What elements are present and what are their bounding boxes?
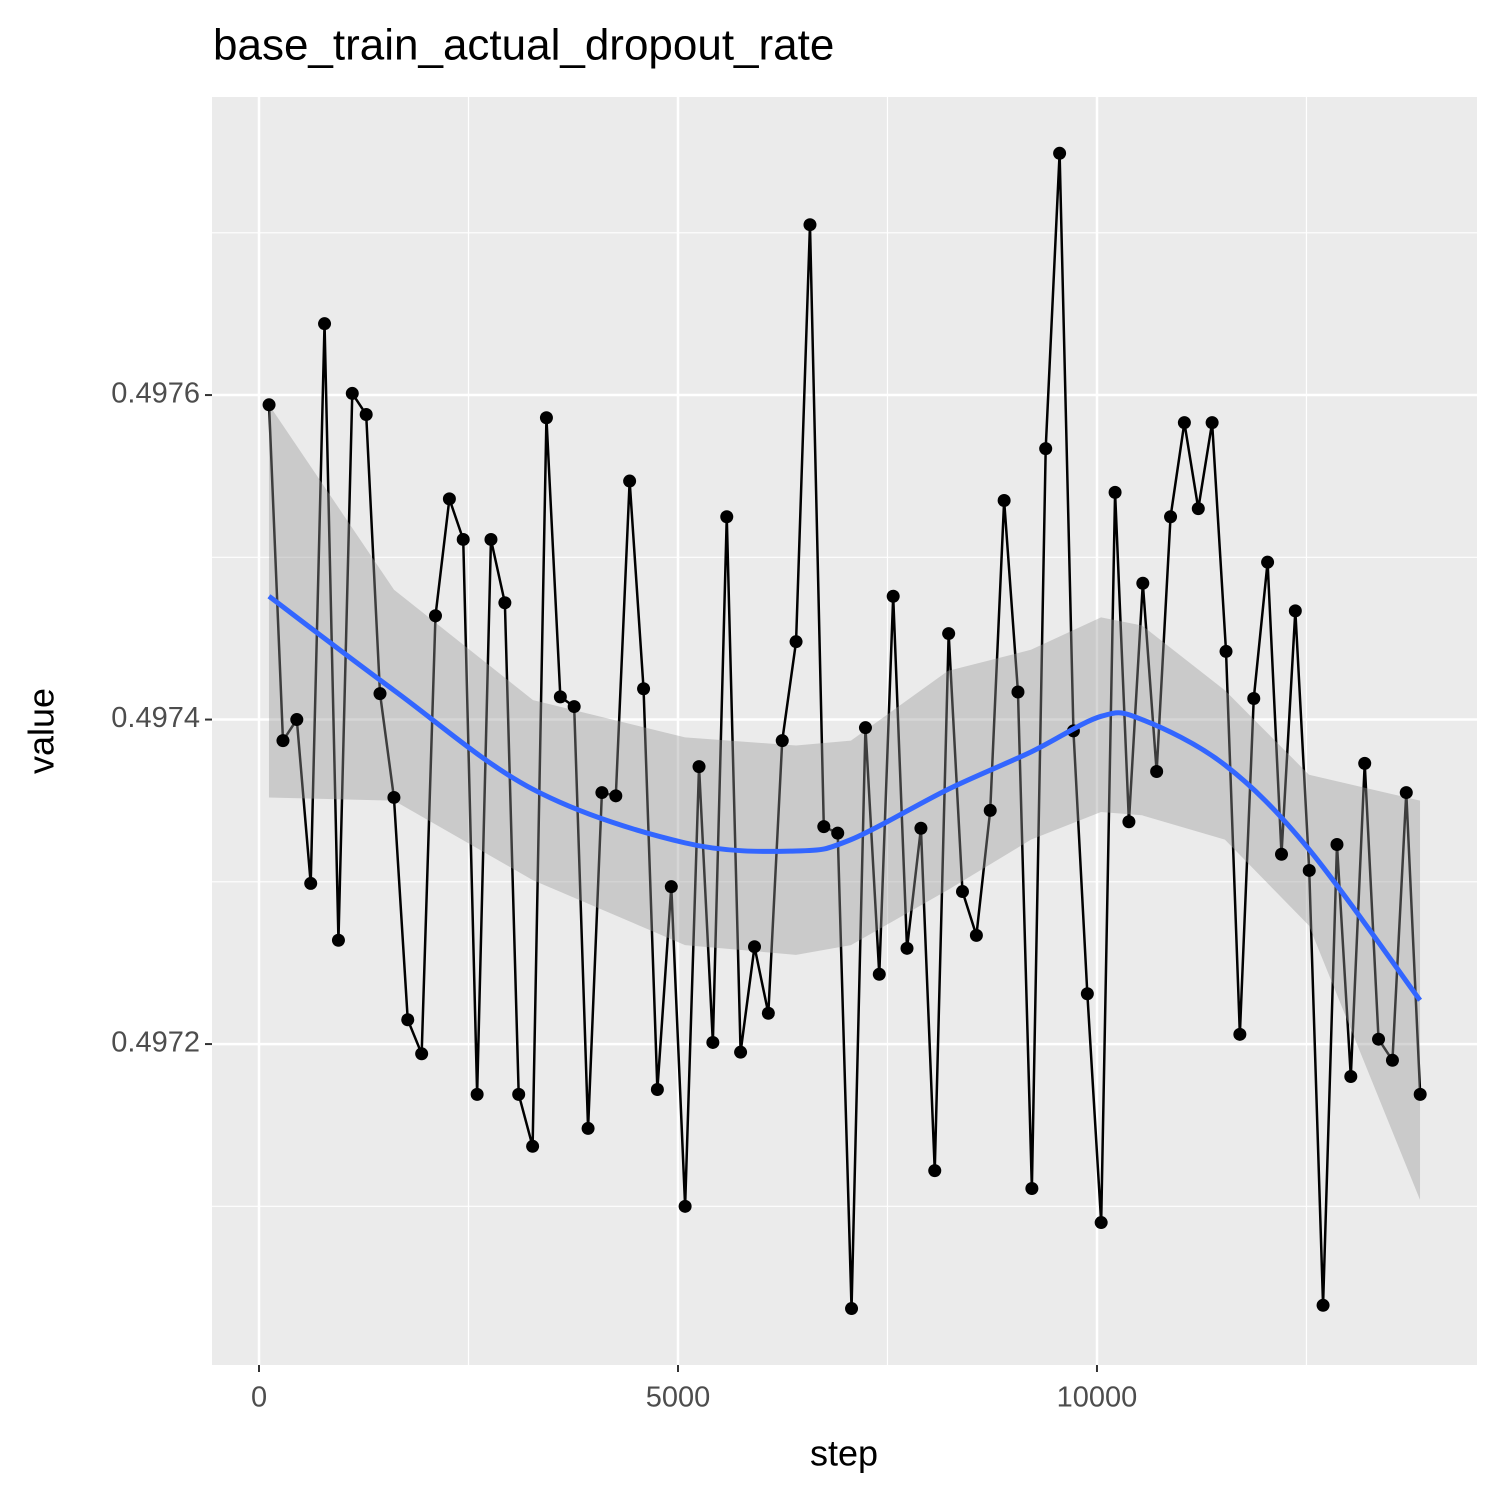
data-point [1053, 146, 1067, 160]
data-point [1191, 502, 1205, 516]
data-point [1122, 815, 1136, 829]
x-tick-label: 0 [251, 1382, 267, 1414]
data-point [1108, 485, 1122, 499]
data-point [900, 941, 914, 955]
data-point [831, 826, 845, 840]
data-point [983, 803, 997, 817]
data-point [526, 1139, 540, 1153]
data-point [1080, 987, 1094, 1001]
data-point [775, 734, 789, 748]
data-point [318, 317, 332, 331]
y-tick-label: 0.4976 [111, 378, 200, 410]
data-point [720, 510, 734, 524]
y-axis-title: value [21, 688, 62, 774]
y-tick-label: 0.4974 [111, 702, 200, 734]
data-point [1150, 764, 1164, 778]
plot-background [212, 97, 1477, 1365]
data-point [1330, 837, 1344, 851]
data-point [609, 789, 623, 803]
data-point [1205, 416, 1219, 430]
data-point [1011, 685, 1025, 699]
data-point [1136, 576, 1150, 590]
data-point [1344, 1070, 1358, 1084]
data-point [373, 687, 387, 701]
data-point [1025, 1181, 1039, 1195]
data-point [1177, 416, 1191, 430]
data-point [1413, 1087, 1427, 1101]
data-point [1302, 863, 1316, 877]
data-point [498, 596, 512, 610]
data-point [872, 967, 886, 981]
data-point [761, 1006, 775, 1020]
data-point [401, 1013, 415, 1027]
data-point [304, 876, 318, 890]
data-point [803, 218, 817, 232]
data-point [886, 589, 900, 603]
data-point [1094, 1216, 1108, 1230]
smooth-line [267, 594, 1423, 1002]
x-tick-label: 10000 [1057, 1382, 1138, 1414]
data-point [470, 1087, 484, 1101]
data-point [290, 713, 304, 727]
data-point [567, 700, 581, 714]
data-point [623, 474, 637, 488]
data-point [664, 880, 678, 894]
data-point [1288, 604, 1302, 618]
data-point [428, 609, 442, 623]
x-tick-label: 5000 [646, 1382, 711, 1414]
data-point [484, 532, 498, 546]
data-point [415, 1047, 429, 1061]
data-point [331, 933, 345, 947]
chart-title: base_train_actual_dropout_rate [213, 21, 834, 70]
data-point [1247, 691, 1261, 705]
data-point [512, 1087, 526, 1101]
data-point [539, 411, 553, 425]
data-point [1164, 510, 1178, 524]
data-point [734, 1045, 748, 1059]
y-tick-label: 0.4972 [111, 1027, 200, 1059]
data-point [789, 635, 803, 649]
data-point [845, 1302, 859, 1316]
data-point [955, 885, 969, 899]
data-point [262, 398, 276, 412]
data-point [581, 1121, 595, 1135]
data-point [456, 532, 470, 546]
data-point [345, 386, 359, 400]
data-point [1316, 1298, 1330, 1312]
data-point [276, 734, 290, 748]
data-point [928, 1164, 942, 1178]
data-point [650, 1082, 664, 1096]
data-point [359, 408, 373, 422]
data-point [1399, 786, 1413, 800]
data-point [637, 682, 651, 696]
data-point [817, 820, 831, 834]
data-point [942, 627, 956, 641]
data-point [969, 928, 983, 942]
data-point [553, 690, 567, 704]
data-point [442, 492, 456, 506]
data-point [1219, 644, 1233, 658]
data-point [1039, 442, 1053, 456]
data-point [1275, 847, 1289, 861]
x-axis-title: step [810, 1433, 878, 1474]
data-point [1372, 1032, 1386, 1046]
data-point [692, 760, 706, 774]
data-point [678, 1199, 692, 1213]
data-point [997, 494, 1011, 508]
data-point [1261, 555, 1275, 569]
data-point [387, 790, 401, 804]
data-point [914, 821, 928, 835]
data-line [267, 153, 1422, 1309]
data-point [1358, 756, 1372, 770]
data-point [748, 940, 762, 954]
confidence-band [268, 404, 1421, 1200]
data-point [706, 1035, 720, 1049]
data-point [1233, 1027, 1247, 1041]
data-point [1385, 1053, 1399, 1067]
data-point [595, 786, 609, 800]
data-point [858, 721, 872, 735]
